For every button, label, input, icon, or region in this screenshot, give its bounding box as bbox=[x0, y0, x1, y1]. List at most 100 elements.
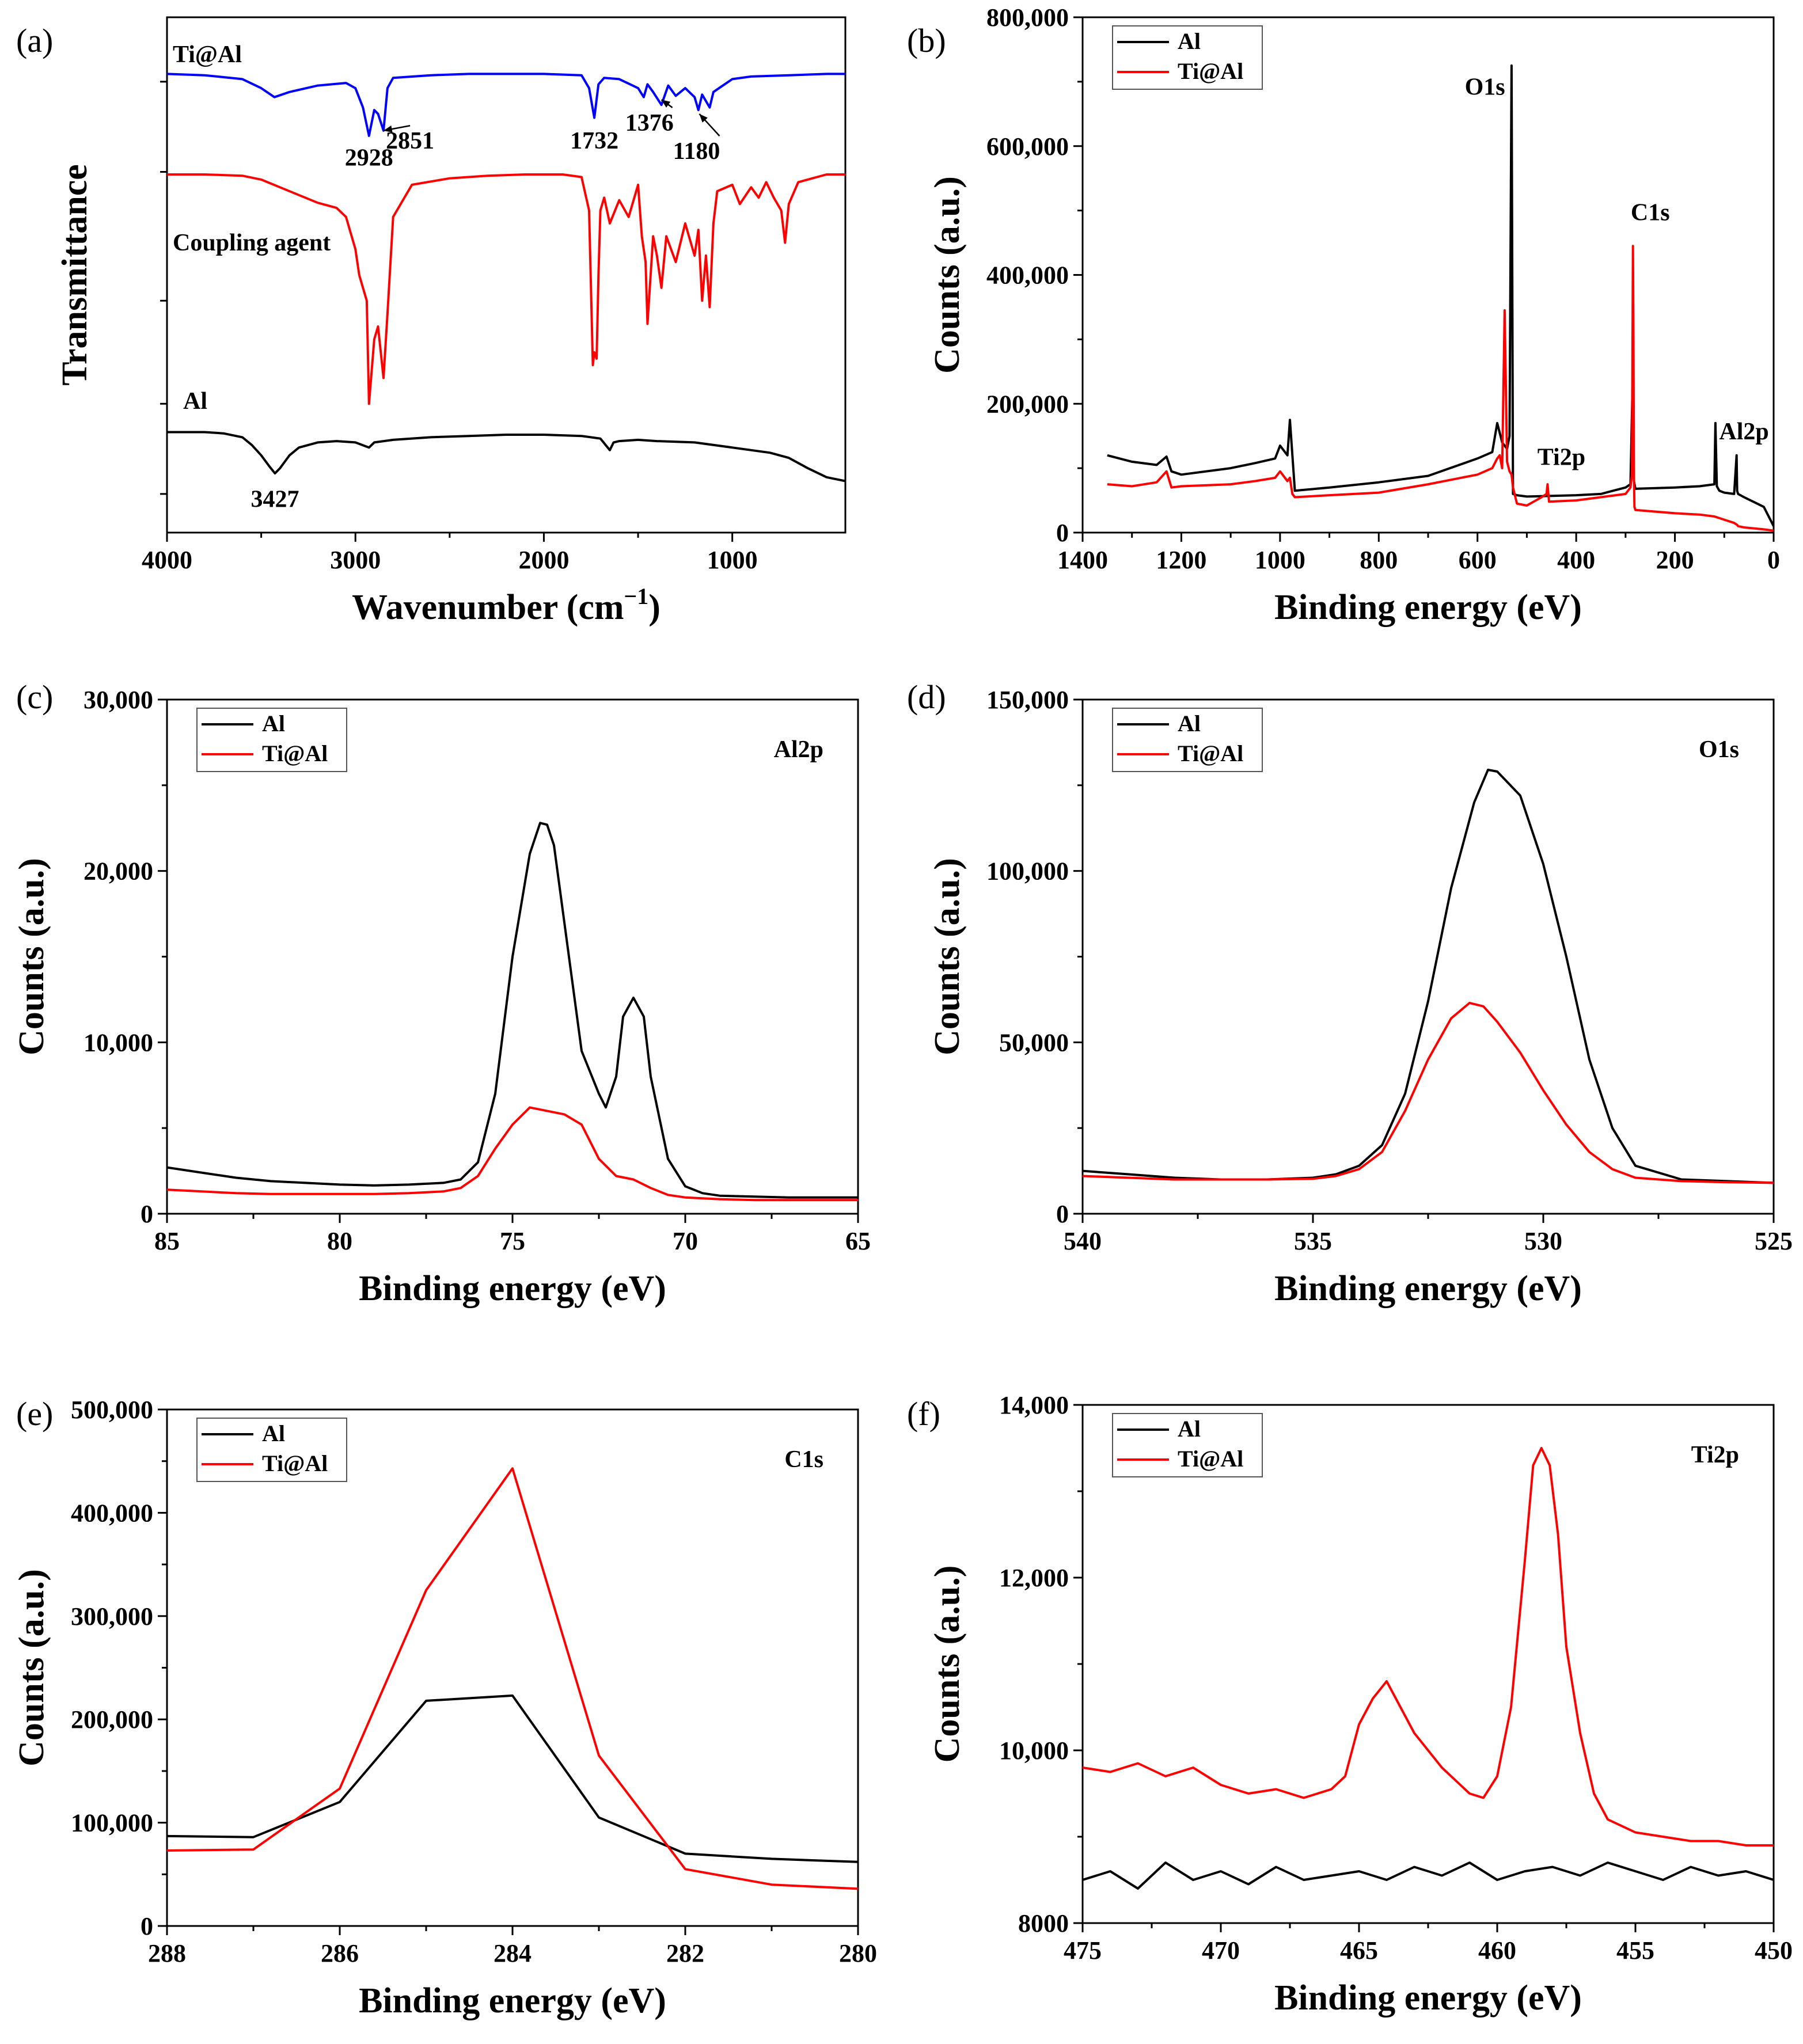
y-tick-label: 30,000 bbox=[83, 686, 153, 714]
legend-label: Al bbox=[262, 1420, 285, 1446]
series-line-ti-al bbox=[1083, 1001, 1774, 1184]
chart-panel-d: (d) 540 535 530 525 0 50,000 100,000 150,000 Bind… bbox=[907, 678, 1793, 1308]
y-tick-label: 50,000 bbox=[999, 1028, 1069, 1057]
curve-label: Ti@Al bbox=[173, 41, 242, 68]
y-axis-label: Transmittance bbox=[55, 164, 94, 386]
panel-title: Ti2p bbox=[1691, 1442, 1739, 1468]
series-line-al bbox=[167, 1694, 858, 1863]
y-tick-label: 200,000 bbox=[986, 390, 1069, 418]
x-tick-label: 470 bbox=[1202, 1936, 1240, 1965]
legend-label: Al bbox=[262, 711, 285, 736]
y-tick-label: 600,000 bbox=[986, 132, 1069, 161]
x-axis-label-text: Binding energy (eV) bbox=[359, 1269, 666, 1308]
plot-frame bbox=[1081, 16, 1775, 534]
peak-annotation: 1376 bbox=[625, 110, 674, 136]
x-tick-label: 1200 bbox=[1156, 546, 1206, 574]
y-tick-label: 150,000 bbox=[986, 686, 1069, 714]
peak-annotation: 3427 bbox=[250, 486, 299, 512]
series-line-ti-al bbox=[1107, 245, 1774, 532]
y-tick-label: 0 bbox=[1056, 1200, 1069, 1228]
y-tick-label: 0 bbox=[141, 1912, 153, 1940]
x-tick-label: 465 bbox=[1340, 1936, 1378, 1965]
chart-panel-f: (f) 475 470 465 460 455 450 8000 10,000 12,000 14,… bbox=[907, 1391, 1793, 2018]
plot-frame bbox=[166, 1408, 859, 1927]
x-tick-label: 282 bbox=[666, 1939, 704, 1967]
series-line-coupling-agent bbox=[167, 173, 845, 405]
y-tick-label: 10,000 bbox=[999, 1737, 1069, 1765]
x-tick-label: 286 bbox=[321, 1939, 359, 1967]
legend-box bbox=[1112, 25, 1263, 90]
x-axis-label-text: Binding energy (eV) bbox=[359, 1981, 666, 2020]
curve-label: Al bbox=[183, 388, 207, 415]
legend: Al Ti@Al bbox=[1112, 1413, 1263, 1477]
peak-annotation: 1732 bbox=[570, 128, 618, 154]
legend-box bbox=[196, 1418, 347, 1482]
y-axis-label: Counts (a.u.) bbox=[928, 1566, 967, 1763]
x-tick-label: 455 bbox=[1616, 1936, 1654, 1965]
y-tick-label: 500,000 bbox=[71, 1396, 153, 1424]
panel-label: (c) bbox=[16, 678, 53, 716]
legend-box bbox=[1112, 708, 1263, 772]
y-axis-label: Counts (a.u.) bbox=[928, 858, 967, 1055]
y-tick-label: 800,000 bbox=[986, 3, 1069, 32]
x-tick-label: 400 bbox=[1557, 546, 1595, 574]
panel-label: (f) bbox=[907, 1395, 940, 1433]
legend-label: Ti@Al bbox=[262, 740, 328, 766]
legend-label: Al bbox=[1178, 28, 1201, 54]
y-tick-label: 100,000 bbox=[71, 1809, 153, 1837]
x-tick-label: 284 bbox=[494, 1939, 532, 1967]
series-line-ti-al bbox=[167, 1467, 858, 1890]
y-tick-label: 400,000 bbox=[986, 261, 1069, 290]
y-tick-label: 200,000 bbox=[71, 1705, 153, 1734]
x-tick-label: 0 bbox=[1767, 546, 1780, 574]
x-tick-label: 70 bbox=[673, 1227, 698, 1255]
x-axis-label: Binding energy (eV) bbox=[1274, 1269, 1582, 1308]
x-tick-label: 535 bbox=[1294, 1227, 1332, 1255]
panel-label: (e) bbox=[16, 1395, 53, 1433]
y-tick-label: 0 bbox=[1056, 519, 1069, 547]
x-tick-label: 1000 bbox=[1255, 546, 1305, 574]
series-line-ti-al bbox=[167, 73, 845, 137]
series-line-al bbox=[1083, 1861, 1774, 1890]
x-axis-label: Binding energy (eV) bbox=[1274, 1978, 1582, 2018]
x-tick-label: 200 bbox=[1656, 546, 1694, 574]
plot-frame bbox=[1081, 1404, 1775, 1924]
x-axis-label: Wavenumber (cm−1) bbox=[352, 583, 661, 627]
chart-panel-e: (e) 288 286 284 282 280 0 100,000 200,000 300,000… bbox=[12, 1395, 877, 2020]
series-line-al bbox=[1083, 769, 1774, 1184]
chart-panel-b: (b) 1400 1200 1000 800 600 400 200 0 0 200,000 400,… bbox=[907, 3, 1780, 627]
peak-annotation: Ti2p bbox=[1538, 444, 1585, 471]
peak-annotation: 2928 bbox=[345, 145, 393, 171]
legend-label: Ti@Al bbox=[1178, 740, 1243, 766]
y-tick-label: 14,000 bbox=[999, 1391, 1069, 1419]
x-axis-label-text: Binding energy (eV) bbox=[1274, 1269, 1582, 1308]
x-tick-label: 85 bbox=[154, 1227, 180, 1255]
y-tick-label: 0 bbox=[141, 1200, 153, 1228]
panel-label: (b) bbox=[907, 22, 946, 59]
peak-annotation: Al2p bbox=[1719, 419, 1768, 445]
series-line-al bbox=[167, 431, 845, 482]
curve-label: Coupling agent bbox=[173, 230, 331, 256]
annotation-arrowhead bbox=[661, 100, 671, 108]
y-tick-label: 8000 bbox=[1018, 1909, 1069, 1937]
legend-label: Ti@Al bbox=[262, 1450, 328, 1476]
legend: Al Ti@Al bbox=[196, 1418, 347, 1482]
peak-annotation: 1180 bbox=[673, 138, 720, 165]
peak-annotation: C1s bbox=[1631, 199, 1670, 226]
x-tick-label: 1000 bbox=[707, 546, 758, 574]
chart-panel-c: (c) 85 80 75 70 65 0 10,000 20,000 30,000 Binding … bbox=[12, 678, 871, 1308]
panel-label: (a) bbox=[16, 22, 53, 59]
x-tick-label: 460 bbox=[1478, 1936, 1516, 1965]
legend-label: Ti@Al bbox=[1178, 1446, 1243, 1472]
panel-title: C1s bbox=[784, 1446, 823, 1473]
x-tick-label: 450 bbox=[1755, 1936, 1793, 1965]
y-tick-label: 10,000 bbox=[83, 1028, 153, 1057]
x-tick-label: 525 bbox=[1755, 1227, 1793, 1255]
x-tick-label: 65 bbox=[845, 1227, 871, 1255]
legend-label: Ti@Al bbox=[1178, 58, 1243, 84]
annotation-arrowhead bbox=[699, 113, 708, 123]
y-tick-label: 20,000 bbox=[83, 857, 153, 886]
chart-panel-a: (a) 4000 3000 2000 1000 Wavenumber (cm−1) Tran… bbox=[16, 16, 847, 627]
x-axis-label-end: ) bbox=[648, 588, 661, 627]
legend: Al Ti@Al bbox=[1112, 25, 1263, 90]
